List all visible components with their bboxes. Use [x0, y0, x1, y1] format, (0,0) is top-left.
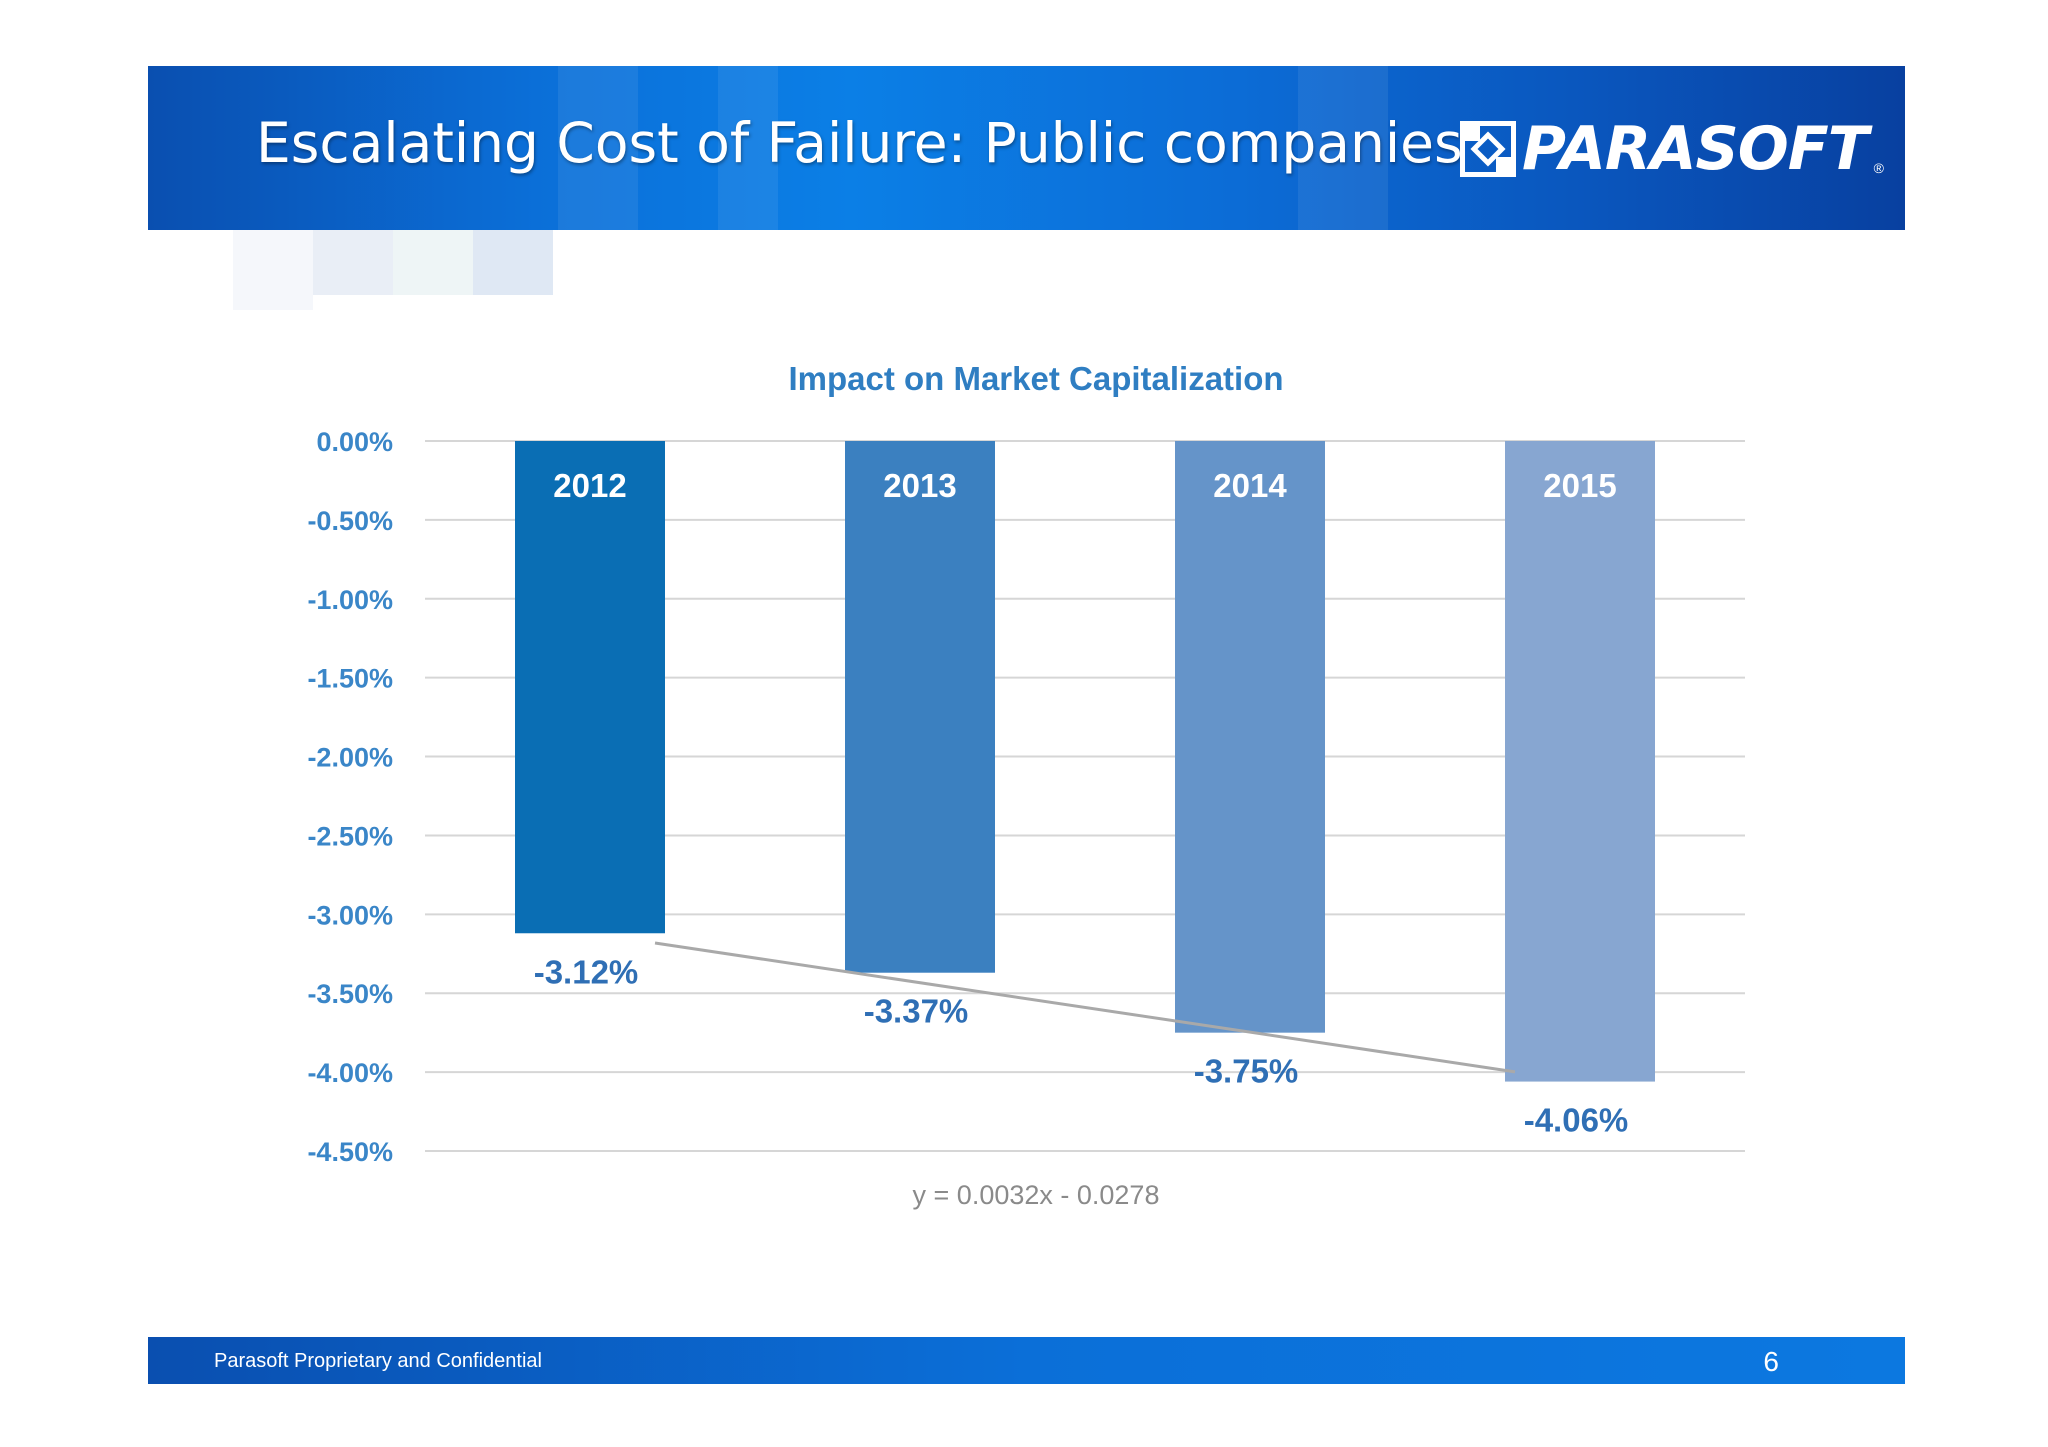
decor-tile	[393, 230, 473, 295]
y-tick-label: -1.50%	[307, 664, 393, 694]
decor-tile	[473, 230, 553, 295]
logo-text: PARASOFT	[1522, 114, 1869, 184]
slide-footer: Parasoft Proprietary and Confidential 6	[148, 1337, 1905, 1384]
chart-title: Impact on Market Capitalization	[788, 360, 1283, 397]
y-tick-label: -3.50%	[307, 979, 393, 1009]
slide-header: Escalating Cost of Failure: Public compa…	[148, 66, 1905, 230]
y-tick-label: -4.50%	[307, 1137, 393, 1167]
bar-2014	[1175, 441, 1325, 1033]
page-title: Escalating Cost of Failure: Public compa…	[256, 111, 1463, 175]
y-tick-label: -4.00%	[307, 1058, 393, 1088]
bar-2013	[845, 441, 995, 973]
value-label: -3.75%	[1194, 1053, 1299, 1090]
trendline-equation: y = 0.0032x - 0.0278	[913, 1180, 1160, 1210]
footer-text: Parasoft Proprietary and Confidential	[214, 1350, 542, 1372]
y-tick-label: -2.50%	[307, 821, 393, 851]
value-label: -4.06%	[1524, 1102, 1629, 1139]
header-decor-tile	[1298, 66, 1388, 230]
value-label: -3.12%	[534, 953, 639, 990]
decor-tile	[313, 230, 393, 295]
category-label: 2012	[553, 467, 626, 504]
header-decor-tile	[558, 66, 638, 230]
parasoft-logo: PARASOFT ®	[1460, 118, 1884, 180]
category-label: 2013	[883, 467, 956, 504]
page-number: 6	[1763, 1346, 1779, 1377]
y-tick-label: -2.00%	[307, 743, 393, 773]
y-tick-label: 0.00%	[316, 427, 393, 457]
y-tick-label: -3.00%	[307, 900, 393, 930]
bar-2015	[1505, 441, 1655, 1082]
category-label: 2014	[1213, 467, 1287, 504]
category-label: 2015	[1543, 467, 1616, 504]
header-decor-tile	[718, 66, 778, 230]
value-label: -3.37%	[864, 993, 969, 1030]
trendline	[654, 941, 1516, 1074]
decor-tile	[233, 230, 313, 310]
registered-mark: ®	[1873, 160, 1884, 176]
y-tick-label: -0.50%	[307, 506, 393, 536]
parasoft-logo-icon	[1460, 121, 1516, 177]
bar-2012	[515, 441, 665, 934]
y-tick-label: -1.00%	[307, 585, 393, 615]
